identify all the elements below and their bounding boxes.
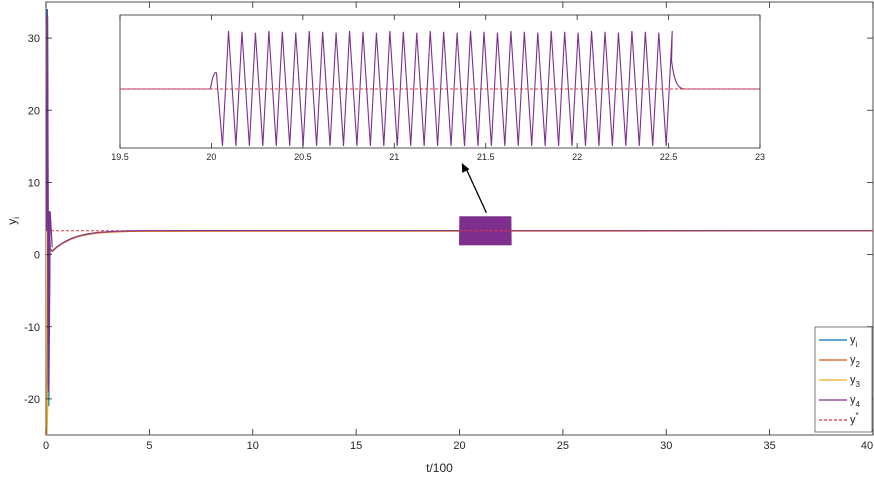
inset-box [119,14,761,149]
x-axis-label: t/100 [426,461,453,475]
legend-entry-label: y3 [850,374,861,389]
legend-entry-label: y4 [850,394,861,409]
x-tick-label: 20 [453,440,465,452]
main-lines [46,9,873,435]
x-tick-label: 25 [557,440,569,452]
arrow-head [461,163,470,173]
x-tick-label: 35 [764,440,776,452]
y-tick-label: 0 [34,250,40,262]
legend-entry-label: y* [850,411,859,426]
y-axis-label: yi [5,217,21,225]
x-tick-label: 5 [146,440,152,452]
y-tick-label: 10 [28,177,40,189]
legend: yi y2 y3 y4 y* [814,326,873,433]
inset-x-tick-label: 22.5 [660,152,678,162]
inset-x-tick-label: 20.5 [294,152,312,162]
legend-entry-label: y2 [850,354,861,369]
y-tick-label: 30 [28,33,40,45]
inset-x-tick-label: 20 [206,152,216,162]
disturbance-oscillation [459,216,512,246]
x-tick-label: 10 [247,440,259,452]
x-tick-label: 15 [350,440,362,452]
legend-entry-label: yi [850,334,858,349]
x-tick-label: 30 [660,440,672,452]
y-tick-label: -10 [24,322,40,334]
inset-x-tick-label: 23 [755,152,765,162]
inset-x-tick-label: 21.5 [477,152,495,162]
inset-panel: 19.5 20 20.5 21 21.5 22 22.5 23 [111,14,765,162]
series-spike-y_4 [46,16,53,392]
inset-x-tick-label: 22 [572,152,582,162]
y-tick-label: -20 [24,394,40,406]
zoom-arrow [461,163,487,214]
arrow-shaft [465,167,487,214]
inset-x-tick-label: 21 [389,152,399,162]
main-ticks: 0 5 10 15 20 25 30 35 40 -20 -10 0 10 20 30 t/100 yi [5,2,874,475]
x-tick-label: 40 [861,440,873,452]
inset-x-tick-label: 19.5 [111,152,129,162]
x-tick-label: 0 [43,440,49,452]
y-tick-label: 20 [28,105,40,117]
